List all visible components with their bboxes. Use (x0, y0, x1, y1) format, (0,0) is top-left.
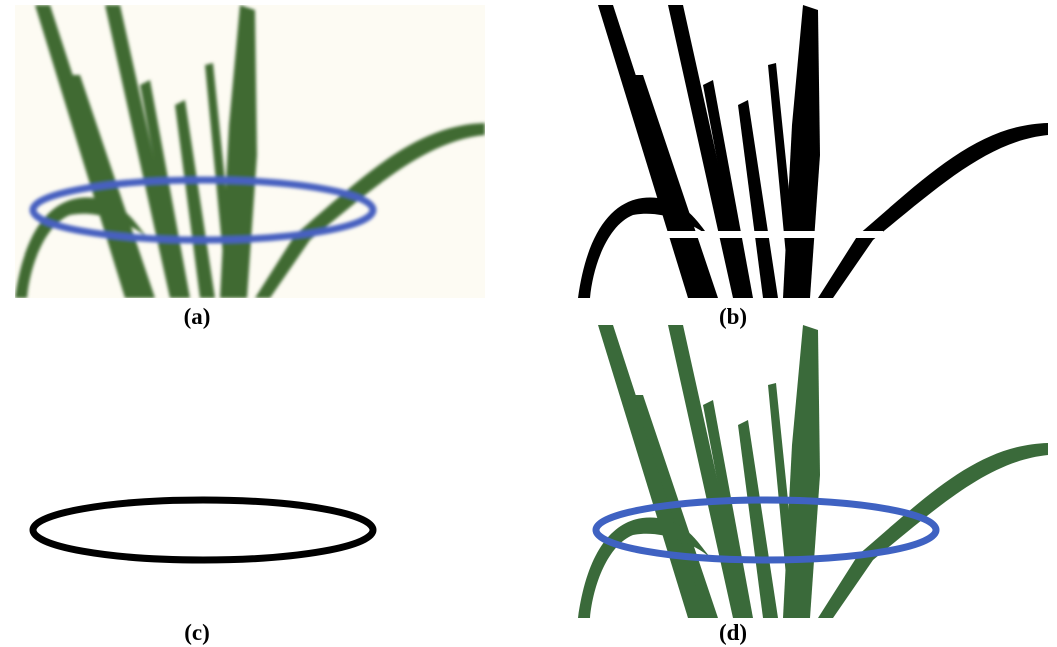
panel-a (15, 5, 485, 298)
panel-b (578, 5, 1048, 298)
page: (a) (b) (c) (d) (() => { const data = JS… (0, 0, 1057, 647)
background (15, 325, 485, 618)
panel-c (15, 325, 485, 618)
panel-d (578, 325, 1048, 618)
panel-label: (a) (184, 304, 211, 329)
figure: (a) (b) (c) (d) (0, 0, 1057, 647)
panel-label: (d) (719, 620, 747, 645)
ring-gap (663, 231, 883, 238)
panel-label: (c) (184, 620, 210, 645)
panel-label: (b) (719, 304, 747, 329)
